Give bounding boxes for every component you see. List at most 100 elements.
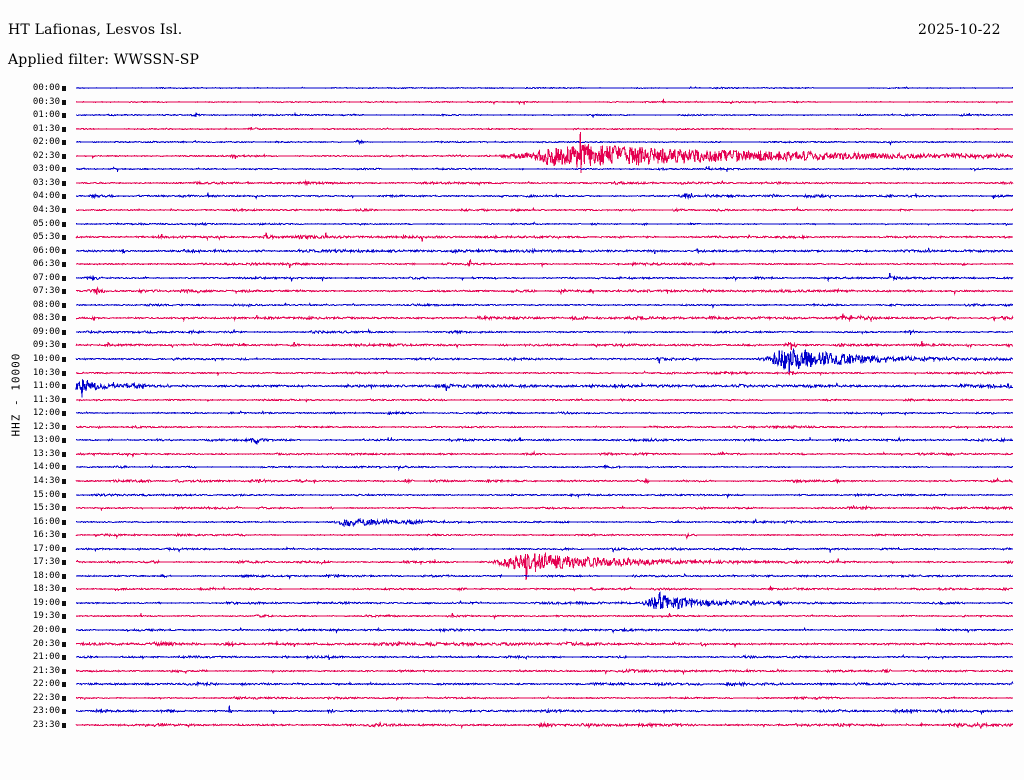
seismic-trace xyxy=(75,433,1014,447)
axis-tick-mark xyxy=(62,533,66,539)
trace-row: 18:30 xyxy=(0,584,1024,603)
axis-tick-mark xyxy=(62,411,66,417)
axis-tick-mark xyxy=(62,167,66,173)
axis-tick-mark xyxy=(62,275,66,281)
row-time-label: 11:00 xyxy=(32,381,60,392)
trace-row: 04:30 xyxy=(0,205,1024,224)
row-time-label: 21:30 xyxy=(32,665,60,676)
row-time-label: 05:00 xyxy=(32,218,60,229)
axis-tick-mark xyxy=(62,113,66,119)
axis-tick-mark xyxy=(62,207,66,213)
trace-row: 18:00 xyxy=(0,571,1024,590)
axis-tick-mark xyxy=(62,302,66,308)
axis-tick-mark xyxy=(62,709,66,715)
trace-row: 08:30 xyxy=(0,313,1024,332)
seismic-trace xyxy=(75,650,1014,664)
axis-tick-mark xyxy=(62,329,66,335)
row-time-label: 16:00 xyxy=(32,516,60,527)
seismic-trace xyxy=(75,609,1014,623)
axis-tick-mark xyxy=(62,262,66,268)
axis-tick-mark xyxy=(62,235,66,241)
row-time-label: 04:30 xyxy=(32,204,60,215)
seismic-trace xyxy=(75,637,1014,651)
row-time-label: 00:00 xyxy=(32,83,60,93)
seismic-trace xyxy=(75,569,1014,583)
seismic-trace xyxy=(75,271,1014,285)
seismic-trace xyxy=(75,420,1014,434)
axis-tick-mark xyxy=(62,546,66,552)
axis-tick-mark xyxy=(62,465,66,471)
seismic-trace xyxy=(75,217,1014,231)
trace-row: 20:30 xyxy=(0,639,1024,658)
seismic-trace xyxy=(75,189,1014,203)
axis-tick-mark xyxy=(62,424,66,430)
axis-tick-mark xyxy=(62,722,66,728)
axis-tick-mark xyxy=(62,343,66,349)
row-time-label: 01:30 xyxy=(32,123,60,134)
axis-tick-mark xyxy=(62,587,66,593)
trace-row: 02:30 xyxy=(0,131,1024,173)
trace-row: 21:30 xyxy=(0,666,1024,685)
axis-tick-mark xyxy=(62,641,66,647)
seismic-trace xyxy=(75,551,1014,581)
seismic-trace xyxy=(75,460,1014,474)
seismic-trace xyxy=(75,135,1014,149)
axis-tick-mark xyxy=(62,221,66,227)
trace-row: 09:30 xyxy=(0,340,1024,359)
seismic-trace xyxy=(75,406,1014,420)
seismic-trace xyxy=(75,176,1014,190)
row-time-label: 15:00 xyxy=(32,489,60,500)
trace-row: 05:00 xyxy=(0,219,1024,238)
row-time-label: 23:00 xyxy=(32,706,60,717)
row-time-label: 22:00 xyxy=(32,679,60,690)
trace-row: 17:00 xyxy=(0,544,1024,563)
trace-row: 06:30 xyxy=(0,259,1024,278)
seismic-trace xyxy=(75,311,1014,325)
trace-row: 12:30 xyxy=(0,422,1024,441)
row-time-label: 07:30 xyxy=(32,286,60,297)
row-time-label: 02:00 xyxy=(32,137,60,148)
axis-tick-mark xyxy=(62,99,66,105)
axis-tick-mark xyxy=(62,370,66,376)
seismic-trace xyxy=(75,488,1014,502)
seismic-trace xyxy=(75,623,1014,637)
row-time-label: 22:30 xyxy=(32,692,60,703)
axis-tick-mark xyxy=(62,478,66,484)
axis-tick-mark xyxy=(62,397,66,403)
row-time-label: 12:00 xyxy=(32,408,60,419)
row-time-label: 20:00 xyxy=(32,625,60,635)
trace-row: 22:00 xyxy=(0,679,1024,698)
row-time-label: 00:30 xyxy=(32,96,60,107)
axis-tick-mark xyxy=(62,438,66,444)
row-time-label: 06:00 xyxy=(32,245,60,256)
row-time-label: 13:30 xyxy=(32,448,60,459)
seismic-trace xyxy=(75,515,1014,529)
row-time-label: 19:00 xyxy=(32,597,60,608)
trace-row: 04:00 xyxy=(0,191,1024,210)
row-time-label: 04:00 xyxy=(32,191,60,202)
row-time-label: 19:30 xyxy=(32,611,60,622)
axis-tick-mark xyxy=(62,695,66,701)
station-title: HT Lafionas, Lesvos Isl. xyxy=(8,22,183,38)
seismic-trace xyxy=(75,108,1014,122)
trace-row: 00:30 xyxy=(0,97,1024,116)
trace-row: 21:00 xyxy=(0,652,1024,671)
trace-row: 03:30 xyxy=(0,178,1024,197)
seismic-trace xyxy=(75,474,1014,488)
seismic-trace xyxy=(75,95,1014,109)
trace-row: 22:30 xyxy=(0,693,1024,712)
trace-row: 05:30 xyxy=(0,232,1024,251)
row-time-label: 14:00 xyxy=(32,462,60,473)
axis-tick-mark xyxy=(62,492,66,498)
trace-row: 01:30 xyxy=(0,124,1024,143)
trace-row: 15:00 xyxy=(0,490,1024,509)
helicorder-plot: 00:00 00:30 01:00 01:30 02:00 02:30 03:00 03:30… xyxy=(0,76,1024,776)
trace-row: 09:00 xyxy=(0,327,1024,346)
row-time-label: 08:00 xyxy=(32,299,60,310)
row-time-label: 05:30 xyxy=(32,232,60,243)
row-time-label: 17:30 xyxy=(32,557,60,568)
row-time-label: 06:30 xyxy=(32,259,60,270)
axis-tick-mark xyxy=(62,384,66,390)
seismic-trace xyxy=(75,203,1014,217)
row-time-label: 14:30 xyxy=(32,475,60,486)
